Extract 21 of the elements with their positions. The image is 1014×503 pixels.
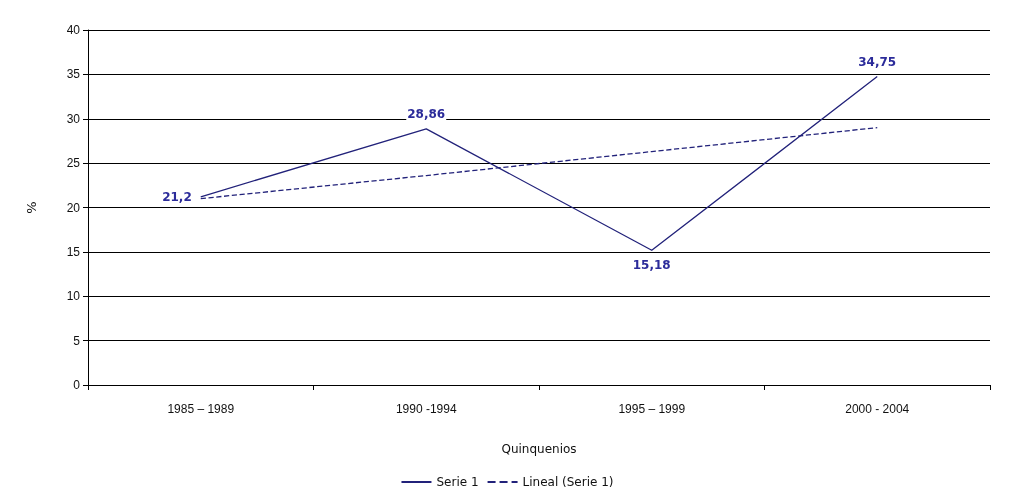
x-tick-label: 2000 - 2004 [845, 402, 910, 416]
y-axis-title: % [24, 201, 39, 214]
y-tick-label: 0 [73, 378, 81, 392]
x-tick-label: 1995 – 1999 [618, 402, 686, 416]
data-label: 15,18 [632, 258, 671, 273]
y-tick-label: 40 [66, 23, 81, 37]
x-tick-label: 1990 -1994 [395, 402, 457, 416]
x-axis-title: Quinquenios [501, 442, 577, 456]
y-tick-label: 10 [66, 289, 81, 304]
y-tick-label: 25 [66, 156, 81, 171]
y-tick-label: 30 [66, 111, 81, 126]
y-tick-label: 15 [66, 244, 81, 259]
y-tick-label: 20 [66, 200, 81, 215]
legend-label: Lineal (Serie 1) [522, 475, 614, 489]
data-label: 34,75 [858, 54, 897, 69]
legend-label: Serie 1 [436, 475, 479, 489]
data-label: 21,2 [162, 189, 192, 204]
y-tick-label: 35 [66, 67, 81, 82]
y-tick-label: 5 [73, 333, 81, 348]
x-tick-label: 1985 – 1989 [167, 402, 235, 416]
data-label: 28,86 [407, 106, 446, 121]
